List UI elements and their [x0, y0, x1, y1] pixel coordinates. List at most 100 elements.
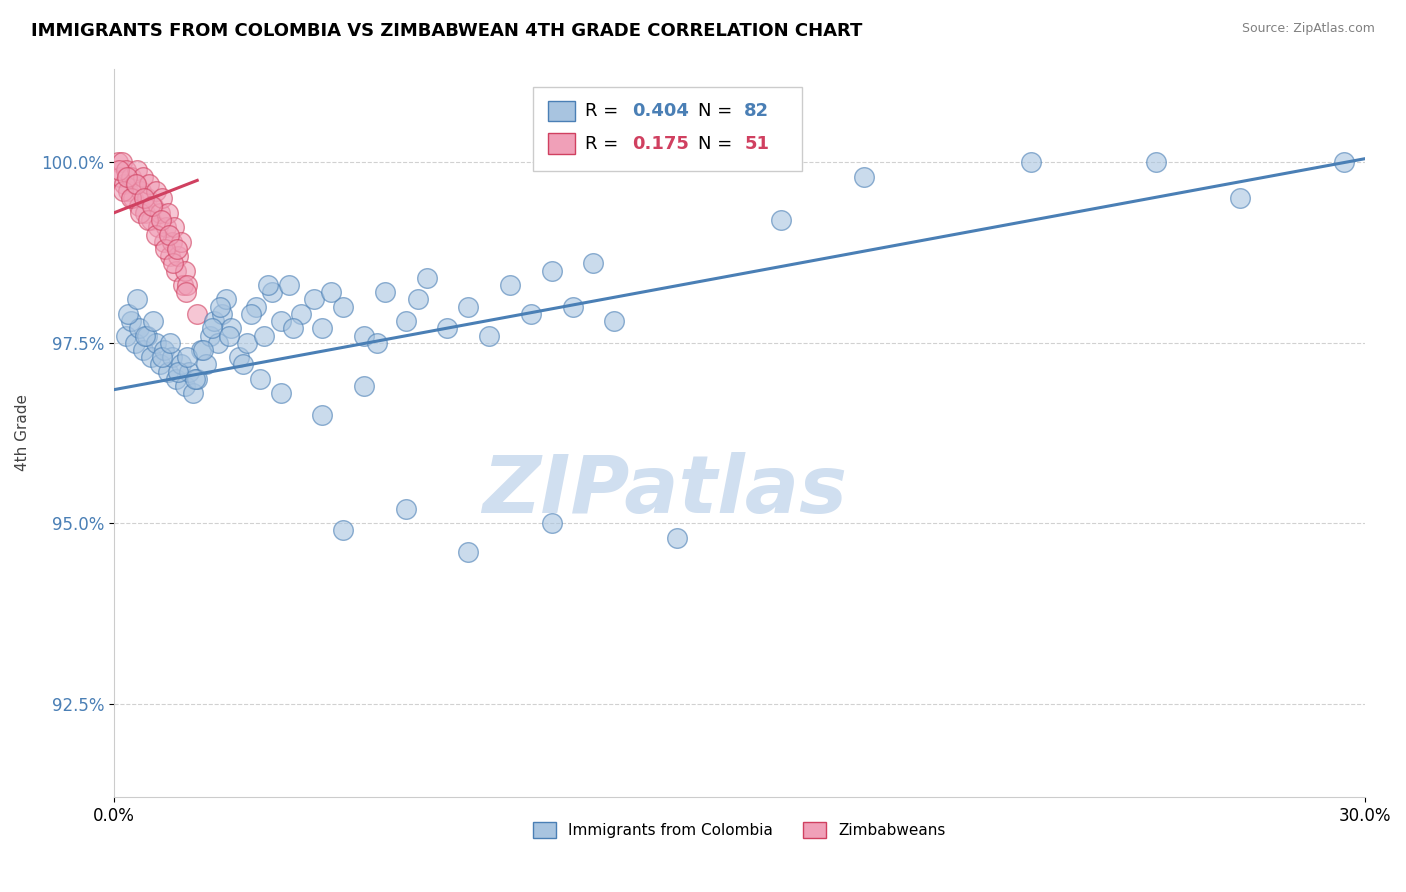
Point	[218, 328, 240, 343]
Point	[107, 155, 129, 169]
Point	[142, 314, 165, 328]
Point	[302, 293, 325, 307]
Point	[436, 321, 458, 335]
Point	[153, 235, 176, 249]
Point	[165, 372, 187, 386]
Point	[136, 328, 159, 343]
Point	[270, 386, 292, 401]
Text: N =: N =	[697, 102, 738, 120]
Point	[665, 531, 688, 545]
Point	[415, 270, 437, 285]
Point	[1333, 155, 1355, 169]
Point	[395, 501, 418, 516]
Point	[120, 314, 142, 328]
Point	[136, 191, 159, 205]
Text: 0.175: 0.175	[631, 135, 689, 153]
Point	[149, 213, 172, 227]
Point	[219, 321, 242, 335]
Point	[111, 184, 134, 198]
Point	[153, 343, 176, 357]
Point	[141, 199, 163, 213]
Point	[111, 155, 134, 169]
Point	[159, 249, 181, 263]
Point	[160, 350, 183, 364]
Point	[270, 314, 292, 328]
Point	[169, 358, 191, 372]
Point	[281, 321, 304, 335]
Point	[540, 263, 562, 277]
Point	[211, 307, 233, 321]
Point	[150, 191, 173, 205]
Bar	[548, 134, 575, 153]
Point	[177, 365, 200, 379]
Point	[561, 300, 583, 314]
Point	[157, 206, 180, 220]
Point	[174, 285, 197, 300]
Point	[190, 343, 212, 357]
Point	[155, 220, 177, 235]
Text: 0.404: 0.404	[631, 102, 689, 120]
Point	[257, 278, 280, 293]
Point	[186, 307, 208, 321]
Point	[153, 242, 176, 256]
Point	[146, 220, 169, 235]
Point	[207, 335, 229, 350]
Point	[120, 169, 142, 184]
Point	[202, 314, 225, 328]
Point	[1019, 155, 1042, 169]
Point	[115, 328, 138, 343]
Point	[145, 184, 167, 198]
Point	[124, 335, 146, 350]
Point	[353, 328, 375, 343]
Point	[117, 307, 139, 321]
Point	[128, 199, 150, 213]
Point	[115, 169, 138, 184]
Point	[457, 545, 479, 559]
Point	[194, 358, 217, 372]
Point	[236, 335, 259, 350]
Point	[240, 307, 263, 321]
Point	[374, 285, 396, 300]
Point	[176, 350, 198, 364]
Point	[134, 206, 156, 220]
Point	[278, 278, 301, 293]
Point	[150, 350, 173, 364]
Point	[157, 227, 180, 242]
Point	[332, 524, 354, 538]
Text: ZIPatlas: ZIPatlas	[482, 452, 846, 531]
Point	[319, 285, 342, 300]
Point	[132, 191, 155, 205]
Point	[159, 335, 181, 350]
Point	[540, 516, 562, 531]
Point	[141, 350, 163, 364]
Point	[128, 321, 150, 335]
Point	[160, 235, 183, 249]
Point	[186, 372, 208, 386]
Point	[184, 372, 207, 386]
Point	[478, 328, 501, 343]
Point	[108, 162, 131, 177]
Point	[163, 220, 186, 235]
Point	[172, 278, 194, 293]
Point	[1229, 191, 1251, 205]
Point	[245, 300, 267, 314]
Point	[366, 335, 388, 350]
Point	[145, 227, 167, 242]
Point	[149, 206, 172, 220]
Point	[166, 242, 188, 256]
Point	[173, 379, 195, 393]
Point	[209, 300, 232, 314]
Text: N =: N =	[697, 135, 738, 153]
Point	[115, 162, 138, 177]
Point	[124, 177, 146, 191]
Point	[167, 249, 190, 263]
Point	[176, 278, 198, 293]
Point	[120, 191, 142, 205]
Point	[262, 285, 284, 300]
Point	[141, 213, 163, 227]
Bar	[533, 87, 801, 170]
Point	[129, 184, 152, 198]
Point	[603, 314, 626, 328]
Point	[353, 379, 375, 393]
Point	[149, 358, 172, 372]
